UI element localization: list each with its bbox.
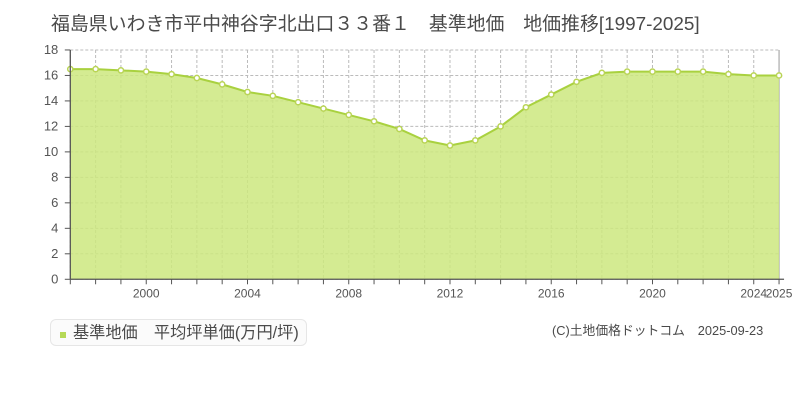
svg-text:6: 6: [51, 195, 58, 210]
svg-text:2020: 2020: [639, 286, 666, 300]
svg-text:2008: 2008: [335, 286, 362, 300]
svg-text:18: 18: [44, 42, 58, 57]
svg-text:14: 14: [44, 93, 58, 108]
svg-text:2024: 2024: [740, 286, 767, 300]
svg-text:0: 0: [51, 271, 58, 286]
svg-text:10: 10: [44, 144, 58, 159]
svg-text:2004: 2004: [234, 286, 261, 300]
svg-text:2016: 2016: [538, 286, 565, 300]
svg-text:12: 12: [44, 118, 58, 133]
svg-text:16: 16: [44, 67, 58, 82]
svg-text:8: 8: [51, 169, 58, 184]
svg-text:2000: 2000: [133, 286, 160, 300]
svg-text:4: 4: [51, 220, 58, 235]
svg-text:2012: 2012: [437, 286, 464, 300]
svg-text:2: 2: [51, 246, 58, 261]
svg-text:2025: 2025: [766, 286, 793, 300]
